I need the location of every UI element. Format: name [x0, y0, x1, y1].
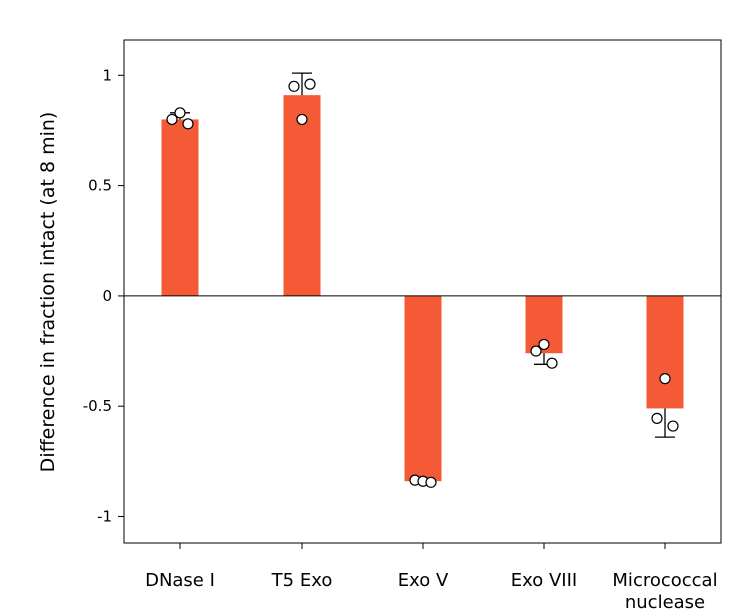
bar-2: [283, 95, 321, 296]
x-category-label-2: T5 Exo: [271, 570, 333, 591]
data-point-5-2: [651, 412, 663, 424]
data-point-5-3: [667, 420, 679, 432]
x-category-label-4: Exo VIII: [511, 570, 577, 591]
x-category-label-1: DNase I: [145, 570, 215, 591]
y-tick-label-2: 0.5: [88, 177, 112, 195]
y-axis-title: Difference in fraction intact (at 8 min): [37, 112, 59, 473]
x-category-label-5-line-2: nuclease: [625, 592, 705, 611]
data-point-4-2: [538, 338, 550, 351]
data-point-4-1: [530, 345, 542, 357]
data-point-3-3: [425, 476, 437, 488]
y-tick-label-3: 0: [102, 287, 112, 305]
data-point-2-1: [288, 80, 300, 92]
y-tick-label-4: -0.5: [83, 397, 112, 415]
data-point-5-1: [659, 373, 671, 385]
bar-5: [646, 295, 684, 409]
y-tick-label-5: -1: [97, 508, 112, 526]
bar-1: [161, 119, 199, 296]
x-category-label-3: Exo V: [398, 570, 449, 591]
bar-3: [404, 295, 442, 482]
data-point-1-2: [174, 107, 186, 119]
x-category-label-5-line-1: Micrococcal: [612, 570, 717, 591]
data-point-2-3: [296, 113, 308, 126]
data-point-1-3: [182, 118, 194, 130]
data-point-1-1: [166, 113, 178, 126]
y-tick-label-1: 1: [102, 66, 112, 84]
data-point-4-3: [546, 357, 558, 369]
data-point-2-2: [304, 78, 316, 90]
